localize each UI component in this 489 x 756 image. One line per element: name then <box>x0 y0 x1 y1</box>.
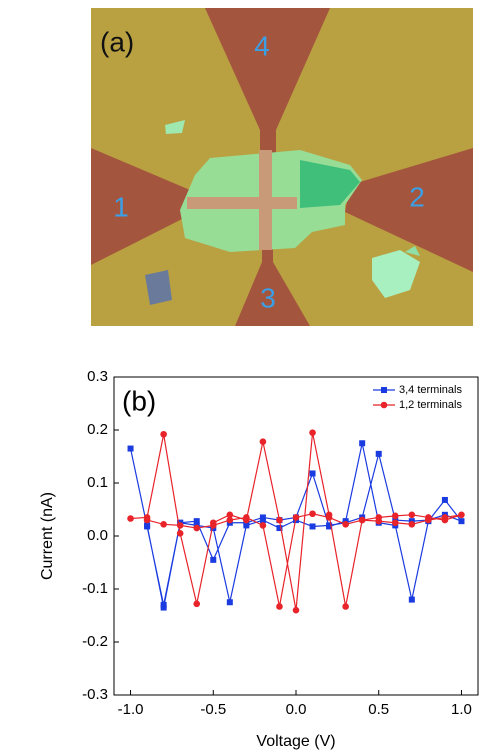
plot-frame <box>114 377 478 695</box>
marker <box>359 517 366 524</box>
x-tick-label: -1.0 <box>118 701 144 718</box>
marker <box>342 521 349 528</box>
cross-bar <box>187 197 297 209</box>
terminal-label: 4 <box>254 30 270 61</box>
legend-label: 1,2 terminals <box>399 399 462 411</box>
micrograph: (a) 1 2 3 4 <box>91 8 473 326</box>
legend-marker <box>381 387 387 393</box>
y-tick-label: 0.3 <box>87 368 108 385</box>
marker <box>458 518 464 524</box>
x-tick-label: -0.5 <box>200 701 226 718</box>
marker <box>409 597 415 603</box>
marker <box>359 440 365 446</box>
y-tick-label: 0.2 <box>87 421 108 438</box>
plot: (b) Voltage (V) Current (nA) -1.0 -0.5 0.0… <box>39 368 478 750</box>
marker <box>309 429 316 436</box>
marker <box>127 515 134 522</box>
marker <box>425 517 432 524</box>
marker <box>210 522 217 529</box>
marker <box>342 603 349 610</box>
marker <box>193 525 200 532</box>
legend-label: 3,4 terminals <box>399 384 462 396</box>
y-tick-label: 0.0 <box>87 527 108 544</box>
marker <box>442 514 449 521</box>
y-tick-label: 0.1 <box>87 474 108 491</box>
marker <box>326 514 333 521</box>
marker <box>309 510 316 517</box>
marker <box>160 521 167 528</box>
marker <box>458 512 465 519</box>
marker <box>128 446 134 452</box>
marker <box>243 514 250 521</box>
marker <box>260 522 267 529</box>
marker <box>392 513 399 520</box>
marker <box>375 518 382 525</box>
y-tick-label: -0.3 <box>82 686 108 703</box>
marker <box>177 530 184 537</box>
annotation: (b) <box>122 385 156 416</box>
marker <box>144 517 151 524</box>
marker <box>161 605 167 611</box>
marker <box>227 599 233 605</box>
x-axis-label: Voltage (V) <box>256 733 335 750</box>
marker <box>409 521 416 528</box>
marker <box>276 603 283 610</box>
marker <box>193 601 200 608</box>
panel-label: (a) <box>100 26 134 57</box>
marker <box>376 451 382 457</box>
y-tick-label: -0.1 <box>82 580 108 597</box>
marker <box>392 519 399 526</box>
marker <box>293 514 300 521</box>
x-tick-label: 1.0 <box>451 701 472 718</box>
y-axis-label: Current (nA) <box>39 492 56 580</box>
terminal-label: 3 <box>260 282 276 313</box>
marker <box>409 512 416 519</box>
x-tick-label: 0.5 <box>368 701 389 718</box>
y-tick-label: -0.2 <box>82 633 108 650</box>
marker <box>177 522 184 529</box>
legend-marker <box>381 402 388 409</box>
marker <box>210 557 216 563</box>
marker <box>442 497 448 503</box>
marker <box>227 517 234 524</box>
marker <box>310 470 316 476</box>
terminal-label: 2 <box>409 181 425 212</box>
figure: (a) 1 2 3 4 (b) Voltage (V) Current (nA)… <box>0 0 489 756</box>
x-tick-label: 0.0 <box>286 701 307 718</box>
terminal-label: 1 <box>113 191 129 222</box>
marker <box>160 431 167 438</box>
cross-bar <box>259 150 272 250</box>
marker <box>310 523 316 529</box>
marker <box>276 517 283 524</box>
marker <box>293 607 300 614</box>
marker <box>260 438 267 445</box>
